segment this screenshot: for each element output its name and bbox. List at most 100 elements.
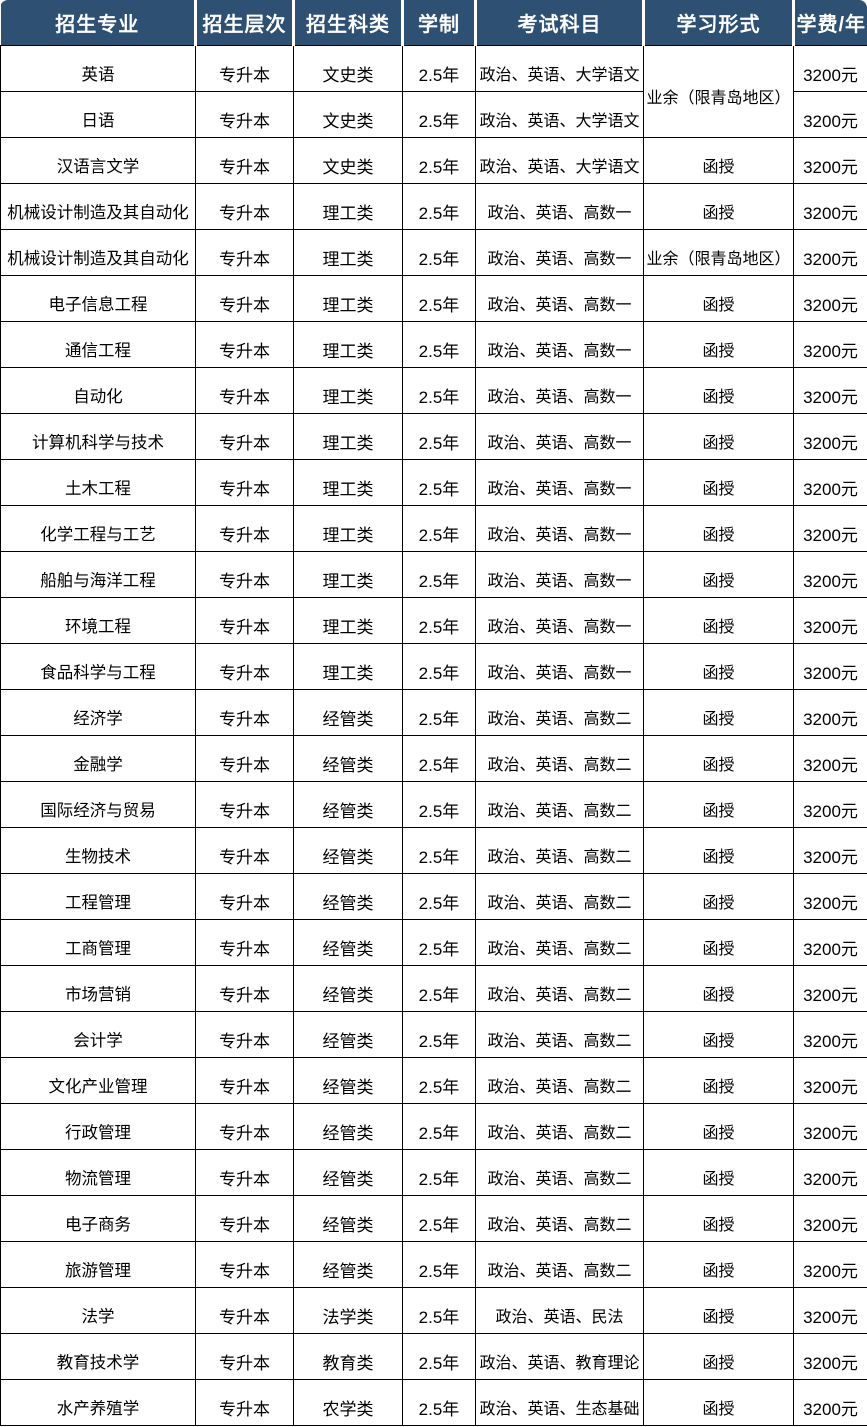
cell-duration: 2.5年 [402, 91, 476, 138]
cell-major: 船舶与海洋工程 [0, 551, 196, 598]
cell-study-form: 函授 [643, 1103, 794, 1150]
cell-exam-subjects: 政治、英语、高数二 [475, 965, 644, 1012]
column-header-level: 招生层次 [195, 0, 295, 46]
cell-level: 专升本 [195, 1149, 294, 1196]
cell-category: 理工类 [293, 183, 403, 230]
cell-exam-subjects: 政治、英语、民法 [475, 1287, 644, 1334]
cell-study-form: 函授 [643, 965, 794, 1012]
table-row: 汉语言文学 专升本 文史类 2.5年 政治、英语、大学语文 函授 3200元 [0, 137, 867, 184]
cell-level: 专升本 [195, 45, 294, 92]
column-header-duration: 学制 [402, 0, 477, 46]
cell-tuition: 3200元 [793, 781, 867, 828]
cell-tuition: 3200元 [793, 229, 867, 276]
cell-major: 土木工程 [0, 459, 196, 506]
cell-major: 生物技术 [0, 827, 196, 874]
cell-major: 机械设计制造及其自动化 [0, 229, 196, 276]
cell-tuition: 3200元 [793, 183, 867, 230]
cell-tuition: 3200元 [793, 551, 867, 598]
cell-major: 教育技术学 [0, 1333, 196, 1380]
cell-duration: 2.5年 [402, 137, 476, 184]
table-row: 教育技术学 专升本 教育类 2.5年 政治、英语、教育理论 函授 3200元 [0, 1333, 867, 1380]
cell-study-form: 函授 [643, 413, 794, 460]
cell-level: 专升本 [195, 1057, 294, 1104]
cell-category: 理工类 [293, 597, 403, 644]
cell-study-form: 函授 [643, 321, 794, 368]
cell-tuition: 3200元 [793, 459, 867, 506]
cell-level: 专升本 [195, 275, 294, 322]
cell-category: 经管类 [293, 1195, 403, 1242]
cell-category: 理工类 [293, 505, 403, 552]
cell-exam-subjects: 政治、英语、高数二 [475, 919, 644, 966]
cell-tuition: 3200元 [793, 827, 867, 874]
cell-study-form: 函授 [643, 873, 794, 920]
cell-tuition: 3200元 [793, 1057, 867, 1104]
cell-exam-subjects: 政治、英语、教育理论 [475, 1333, 644, 1380]
column-header-major: 招生专业 [0, 0, 197, 46]
cell-category: 法学类 [293, 1287, 403, 1334]
cell-major: 工程管理 [0, 873, 196, 920]
cell-exam-subjects: 政治、英语、高数一 [475, 321, 644, 368]
cell-level: 专升本 [195, 413, 294, 460]
table-row: 电子信息工程 专升本 理工类 2.5年 政治、英语、高数一 函授 3200元 [0, 275, 867, 322]
cell-duration: 2.5年 [402, 643, 476, 690]
table-row: 行政管理 专升本 经管类 2.5年 政治、英语、高数二 函授 3200元 [0, 1103, 867, 1150]
cell-major: 环境工程 [0, 597, 196, 644]
cell-major: 汉语言文学 [0, 137, 196, 184]
cell-exam-subjects: 政治、英语、高数二 [475, 735, 644, 782]
cell-major: 物流管理 [0, 1149, 196, 1196]
cell-exam-subjects: 政治、英语、高数一 [475, 413, 644, 460]
cell-category: 理工类 [293, 459, 403, 506]
cell-study-form: 函授 [643, 1149, 794, 1196]
cell-study-form: 函授 [643, 1333, 794, 1380]
cell-major: 水产养殖学 [0, 1379, 196, 1426]
cell-duration: 2.5年 [402, 919, 476, 966]
cell-level: 专升本 [195, 1195, 294, 1242]
cell-major: 通信工程 [0, 321, 196, 368]
cell-duration: 2.5年 [402, 45, 476, 92]
cell-category: 经管类 [293, 1057, 403, 1104]
table-row: 船舶与海洋工程 专升本 理工类 2.5年 政治、英语、高数一 函授 3200元 [0, 551, 867, 598]
table-row: 日语 专升本 文史类 2.5年 政治、英语、大学语文 3200元 [0, 91, 867, 138]
table-row: 工程管理 专升本 经管类 2.5年 政治、英语、高数二 函授 3200元 [0, 873, 867, 920]
cell-category: 经管类 [293, 1149, 403, 1196]
table-row: 环境工程 专升本 理工类 2.5年 政治、英语、高数一 函授 3200元 [0, 597, 867, 644]
table-row: 经济学 专升本 经管类 2.5年 政治、英语、高数二 函授 3200元 [0, 689, 867, 736]
cell-level: 专升本 [195, 1287, 294, 1334]
cell-duration: 2.5年 [402, 459, 476, 506]
cell-study-form: 函授 [643, 1057, 794, 1104]
cell-level: 专升本 [195, 137, 294, 184]
cell-duration: 2.5年 [402, 413, 476, 460]
cell-category: 理工类 [293, 551, 403, 598]
cell-exam-subjects: 政治、英语、高数二 [475, 1241, 644, 1288]
cell-category: 经管类 [293, 919, 403, 966]
cell-tuition: 3200元 [793, 643, 867, 690]
cell-tuition: 3200元 [793, 597, 867, 644]
cell-duration: 2.5年 [402, 597, 476, 644]
cell-level: 专升本 [195, 873, 294, 920]
cell-level: 专升本 [195, 643, 294, 690]
cell-duration: 2.5年 [402, 1195, 476, 1242]
cell-tuition: 3200元 [793, 137, 867, 184]
column-header-category: 招生科类 [293, 0, 404, 46]
cell-study-form: 函授 [643, 183, 794, 230]
table-row: 化学工程与工艺 专升本 理工类 2.5年 政治、英语、高数一 函授 3200元 [0, 505, 867, 552]
cell-tuition: 3200元 [793, 45, 867, 92]
table-row: 国际经济与贸易 专升本 经管类 2.5年 政治、英语、高数二 函授 3200元 [0, 781, 867, 828]
cell-tuition: 3200元 [793, 919, 867, 966]
cell-exam-subjects: 政治、英语、高数一 [475, 275, 644, 322]
cell-exam-subjects: 政治、英语、高数一 [475, 183, 644, 230]
table-row: 机械设计制造及其自动化 专升本 理工类 2.5年 政治、英语、高数一 函授 3200元 [0, 183, 867, 230]
table-row: 自动化 专升本 理工类 2.5年 政治、英语、高数一 函授 3200元 [0, 367, 867, 414]
cell-duration: 2.5年 [402, 1379, 476, 1426]
cell-tuition: 3200元 [793, 873, 867, 920]
cell-category: 理工类 [293, 275, 403, 322]
cell-exam-subjects: 政治、英语、高数二 [475, 1195, 644, 1242]
cell-level: 专升本 [195, 1011, 294, 1058]
cell-study-form: 函授 [643, 1379, 794, 1426]
cell-duration: 2.5年 [402, 367, 476, 414]
cell-exam-subjects: 政治、英语、高数一 [475, 551, 644, 598]
cell-tuition: 3200元 [793, 91, 867, 138]
cell-tuition: 3200元 [793, 965, 867, 1012]
cell-category: 理工类 [293, 413, 403, 460]
cell-exam-subjects: 政治、英语、高数二 [475, 689, 644, 736]
